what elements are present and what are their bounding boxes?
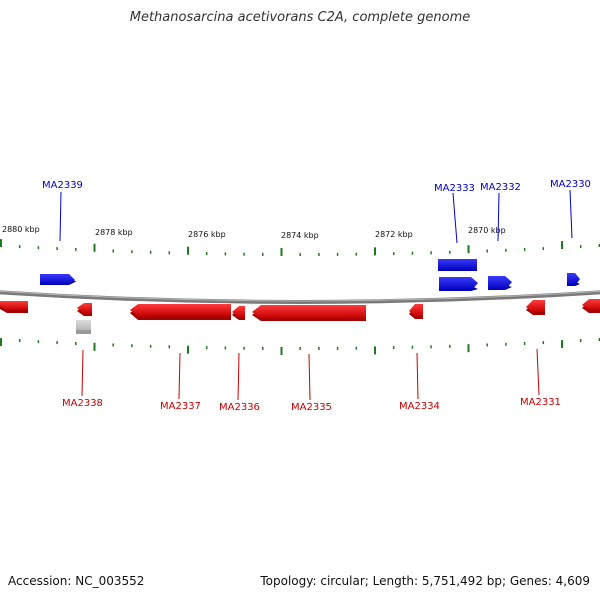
- gene-ma2334[interactable]: [409, 304, 423, 319]
- scale-label: 2880 kbp: [2, 225, 40, 234]
- gene-ma2339[interactable]: [40, 274, 76, 285]
- reverse-gene-labels: MA2338 MA2337 MA2336 MA2335 MA2334 MA233…: [62, 348, 561, 413]
- leader-line: [178, 352, 181, 400]
- gene-ma2330[interactable]: [567, 273, 580, 286]
- gene-label-ma2339[interactable]: MA2339: [42, 180, 83, 191]
- gene-reverse-right-edge[interactable]: [582, 299, 600, 313]
- gene-reverse-left-edge[interactable]: [0, 301, 28, 313]
- gene-label-ma2338[interactable]: MA2338: [62, 398, 103, 409]
- gene-ma2335[interactable]: [252, 305, 366, 321]
- gene-ma2336[interactable]: [232, 306, 245, 320]
- scale-label: 2876 kbp: [188, 230, 226, 239]
- leader-line: [81, 349, 84, 397]
- scale-label: 2874 kbp: [281, 231, 319, 240]
- scale-label: 2878 kbp: [95, 228, 133, 237]
- scale-ticks-bottom: [0, 338, 600, 355]
- reverse-strand-genes: [0, 299, 600, 334]
- genome-title: Methanosarcina acetivorans C2A, complete…: [129, 10, 471, 25]
- gene-label-ma2330[interactable]: MA2330: [550, 179, 591, 190]
- gene-label-ma2332[interactable]: MA2332: [480, 182, 521, 193]
- gene-ma2333-a[interactable]: [438, 259, 477, 271]
- genome-backbone: [0, 290, 600, 304]
- scale-ticks-top: [0, 239, 600, 256]
- gene-ma2332[interactable]: [488, 276, 512, 290]
- forward-strand-genes: [40, 259, 580, 291]
- gene-unlabeled[interactable]: [76, 320, 91, 334]
- leader-line: [497, 192, 500, 242]
- leader-line: [416, 352, 419, 400]
- accession-text: Accession: NC_003552: [8, 574, 145, 588]
- gene-label-ma2335[interactable]: MA2335: [291, 402, 332, 413]
- gene-ma2331[interactable]: [526, 300, 545, 315]
- forward-gene-labels: MA2339 MA2333 MA2332 MA2330: [42, 179, 591, 244]
- gene-ma2338[interactable]: [77, 303, 92, 316]
- scale-label: 2870 kbp: [468, 226, 506, 235]
- leader-line: [452, 192, 458, 244]
- gene-ma2337[interactable]: [130, 304, 231, 320]
- topology-text: Topology: circular; Length: 5,751,492 bp…: [260, 574, 590, 588]
- gene-label-ma2331[interactable]: MA2331: [520, 397, 561, 408]
- scale-labels: 2880 kbp 2878 kbp 2876 kbp 2874 kbp 2872…: [2, 225, 506, 240]
- gene-label-ma2334[interactable]: MA2334: [399, 401, 440, 412]
- leader-line: [569, 189, 573, 239]
- leader-line: [536, 348, 540, 396]
- genome-backbone-highlight: [0, 290, 600, 302]
- scale-label: 2872 kbp: [375, 230, 413, 239]
- gene-ma2333-b[interactable]: [439, 277, 478, 291]
- leader-line: [237, 352, 240, 401]
- leader-line: [308, 353, 311, 401]
- gene-label-ma2333[interactable]: MA2333: [434, 183, 475, 194]
- gene-label-ma2337[interactable]: MA2337: [160, 401, 201, 412]
- leader-line: [59, 191, 62, 242]
- gene-label-ma2336[interactable]: MA2336: [219, 402, 260, 413]
